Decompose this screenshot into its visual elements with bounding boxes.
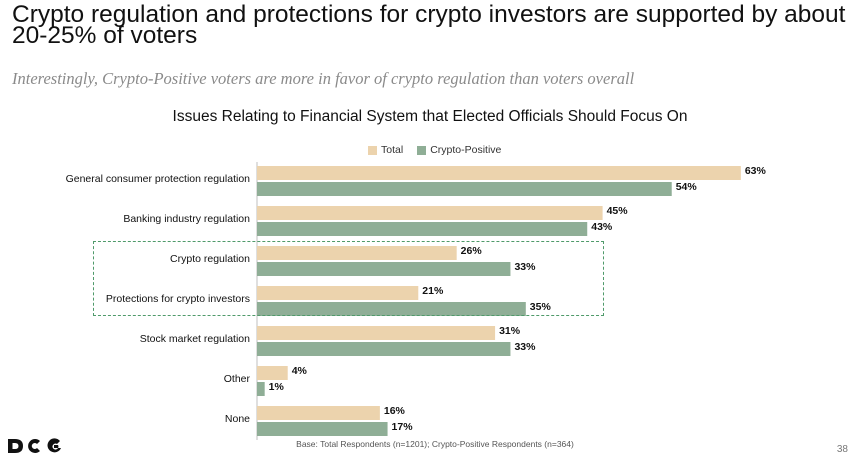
chart-title: Issues Relating to Financial System that… <box>172 108 688 125</box>
data-label-total-crypto-regulation: 26% <box>461 245 483 257</box>
category-label-protections-for-crypto-investors: Protections for crypto investors <box>106 293 250 305</box>
data-label-crypto-positive-protections-for-crypto-investors: 35% <box>530 301 552 313</box>
bar-crypto-positive-banking-industry-regulation <box>257 222 588 236</box>
bar-total-banking-industry-regulation <box>257 206 603 220</box>
data-label-total-none: 16% <box>384 405 406 417</box>
bar-crypto-positive-other <box>257 382 265 396</box>
legend-swatch-total <box>368 145 377 155</box>
data-label-crypto-positive-none: 17% <box>392 421 414 433</box>
bar-crypto-positive-none <box>257 422 388 436</box>
bar-total-stock-market-regulation <box>257 326 496 340</box>
page-number: 38 <box>836 444 848 455</box>
data-label-crypto-positive-general-consumer-protection-regulation: 54% <box>676 181 698 193</box>
data-label-crypto-positive-other: 1% <box>269 381 285 393</box>
category-label-stock-market-regulation: Stock market regulation <box>140 333 250 345</box>
data-label-crypto-positive-crypto-regulation: 33% <box>514 261 536 273</box>
bar-total-crypto-regulation <box>257 246 457 260</box>
legend-label-crypto-positive: Crypto-Positive <box>430 144 502 156</box>
data-label-total-protections-for-crypto-investors: 21% <box>422 285 444 297</box>
bar-crypto-positive-stock-market-regulation <box>257 342 511 356</box>
bar-total-other <box>257 366 288 380</box>
slide-subtitle: Interestingly, Crypto-Positive voters ar… <box>12 69 635 88</box>
category-label-crypto-regulation: Crypto regulation <box>170 253 250 265</box>
data-label-crypto-positive-banking-industry-regulation: 43% <box>591 221 613 233</box>
bar-total-general-consumer-protection-regulation <box>257 166 741 180</box>
category-label-other: Other <box>224 373 251 385</box>
category-label-banking-industry-regulation: Banking industry regulation <box>123 213 250 225</box>
bar-total-none <box>257 406 380 420</box>
crypto-highlight-box <box>93 241 604 316</box>
data-label-total-general-consumer-protection-regulation: 63% <box>745 165 767 177</box>
data-label-total-stock-market-regulation: 31% <box>499 325 521 337</box>
legend-label-total: Total <box>381 144 404 156</box>
chart-legend: Total Crypto-Positive <box>368 144 501 156</box>
legend-swatch-crypto-positive <box>417 145 427 155</box>
slide-title: Crypto regulation and protections for cr… <box>12 1 846 49</box>
category-label-general-consumer-protection-regulation: General consumer protection regulation <box>66 173 251 185</box>
bar-crypto-positive-crypto-regulation <box>257 262 511 276</box>
category-label-none: None <box>225 413 250 425</box>
bar-total-protections-for-crypto-investors <box>257 286 419 300</box>
footnote: Base: Total Respondents (n=1201); Crypto… <box>296 439 574 449</box>
data-label-total-banking-industry-regulation: 45% <box>607 205 629 217</box>
dcg-logo <box>6 436 64 461</box>
data-label-crypto-positive-stock-market-regulation: 33% <box>514 341 536 353</box>
data-label-total-other: 4% <box>292 365 308 377</box>
bar-crypto-positive-protections-for-crypto-investors <box>257 302 526 316</box>
bar-crypto-positive-general-consumer-protection-regulation <box>257 182 672 196</box>
